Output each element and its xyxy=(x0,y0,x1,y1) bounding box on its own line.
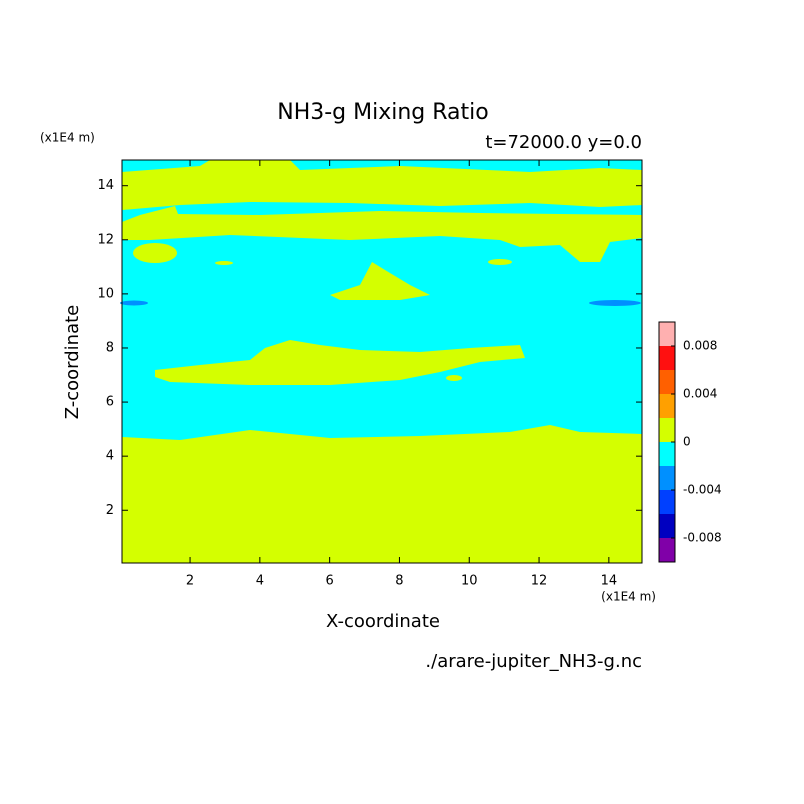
contour-region xyxy=(122,425,642,563)
x-tick-label: 14 xyxy=(601,574,618,589)
chart-subtitle: t=72000.0 y=0.0 xyxy=(485,132,642,153)
colorbar-tick-label: 0.004 xyxy=(683,387,717,401)
y-tick-label: 12 xyxy=(97,232,114,247)
colorbar-box xyxy=(659,322,675,346)
y-tick-label: 2 xyxy=(106,503,114,518)
x-tick-label: 4 xyxy=(256,574,264,589)
contour-region xyxy=(488,259,512,265)
colorbar-box xyxy=(659,346,675,370)
colorbar-tick-label: 0.008 xyxy=(683,339,717,353)
colorbar-box xyxy=(659,490,675,514)
x-tick-label: 10 xyxy=(461,574,478,589)
y-axis-label: Z-coordinate xyxy=(62,305,83,420)
contour-region xyxy=(122,206,642,262)
x-tick-label: 12 xyxy=(531,574,548,589)
y-tick-label: 6 xyxy=(106,395,114,410)
contour-region xyxy=(589,300,641,306)
contour-field xyxy=(120,160,642,563)
colorbar-box xyxy=(659,538,675,562)
y-tick-label: 10 xyxy=(97,286,114,301)
contour-region xyxy=(133,243,177,263)
colorbar-box xyxy=(659,514,675,538)
x-tick-label: 6 xyxy=(326,574,334,589)
x-tick-label: 8 xyxy=(395,574,403,589)
contour-region xyxy=(215,261,233,265)
colorbar-box xyxy=(659,442,675,466)
contour-region xyxy=(120,300,148,306)
y-tick-label: 4 xyxy=(106,449,114,464)
y-tick-label: 8 xyxy=(106,340,114,355)
colorbar-box xyxy=(659,394,675,418)
contour-region xyxy=(122,160,642,210)
colorbar-box xyxy=(659,370,675,394)
y-tick-label: 14 xyxy=(97,178,114,193)
colorbar-tick-label: -0.008 xyxy=(683,531,722,545)
plot-frame xyxy=(121,159,643,564)
colorbar-box xyxy=(659,418,675,442)
contour-region xyxy=(330,262,430,300)
x-unit: (x1E4 m) xyxy=(601,590,656,604)
x-axis-label: X-coordinate xyxy=(326,611,440,632)
contour-region xyxy=(446,375,462,381)
chart-title: NH3-g Mixing Ratio xyxy=(277,100,489,125)
colorbar-box xyxy=(659,466,675,490)
colorbar-tick-label: 0 xyxy=(683,435,691,449)
x-tick-label: 2 xyxy=(186,574,194,589)
file-name: ./arare-jupiter_NH3-g.nc xyxy=(425,651,642,672)
colorbar-tick-label: -0.004 xyxy=(683,483,722,497)
y-unit: (x1E4 m) xyxy=(40,131,95,145)
contour-region xyxy=(155,340,525,385)
